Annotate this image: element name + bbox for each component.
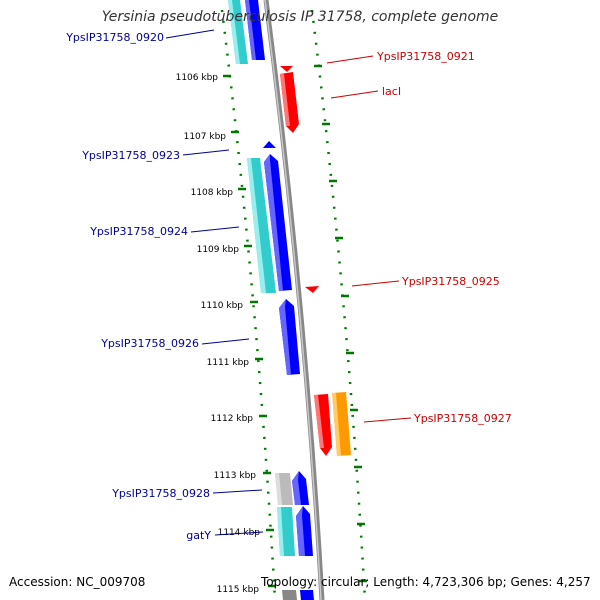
map-title: Yersinia pseudotuberculosis IP 31758, co… [101, 9, 499, 25]
kbp-label: 1111 kbp [207, 358, 250, 368]
gene-label[interactable]: YpsIP31758_0920 [65, 31, 164, 44]
kbp-label: 1107 kbp [184, 132, 227, 142]
kbp-label: 1106 kbp [176, 73, 219, 83]
track-band [226, 0, 316, 600]
genome-backbone-highlight [264, 0, 322, 600]
gene-0928[interactable] [275, 471, 309, 505]
major-ticks [223, 64, 367, 588]
gene-label[interactable]: YpsIP31758_0921 [376, 50, 475, 63]
track-guide-right [310, 9, 367, 600]
gene-label[interactable]: lacI [382, 85, 401, 98]
kbp-label: 1114 kbp [218, 528, 261, 538]
gene-label[interactable]: YpsIP31758_0923 [81, 149, 180, 162]
gene-label[interactable]: gatY [186, 529, 211, 542]
gene-0924[interactable] [264, 154, 292, 291]
gene-gaty[interactable] [277, 506, 313, 556]
gene-laci[interactable] [280, 72, 299, 133]
kbp-label: 1108 kbp [191, 188, 234, 198]
kbp-label: 1109 kbp [197, 245, 240, 255]
kbp-label: 1112 kbp [211, 414, 254, 424]
accession-label: Accession: NC_009708 [9, 575, 146, 589]
gene-label[interactable]: YpsIP31758_0925 [401, 275, 500, 288]
gene-0923[interactable] [247, 141, 276, 293]
kbp-label: 1115 kbp [217, 585, 260, 595]
gene-label[interactable]: YpsIP31758_0924 [89, 225, 188, 238]
gene-label[interactable]: YpsIP31758_0927 [413, 412, 512, 425]
kbp-label: 1113 kbp [214, 471, 257, 481]
kbp-label: 1110 kbp [201, 301, 244, 311]
right-connectors [326, 55, 412, 423]
gene-label[interactable]: YpsIP31758_0926 [100, 337, 199, 350]
gene-0927[interactable] [314, 392, 351, 456]
gene-next[interactable] [282, 590, 314, 600]
gene-label[interactable]: YpsIP31758_0928 [111, 487, 210, 500]
gene-0926[interactable] [279, 299, 300, 375]
gene-0925[interactable] [305, 286, 319, 293]
genome-backbone [263, 0, 325, 600]
gene-0920[interactable] [228, 0, 265, 64]
left-connectors [165, 29, 264, 536]
gene-0921[interactable] [280, 66, 293, 72]
topology-label: Topology: circular; Length: 4,723,306 bp… [261, 575, 591, 589]
